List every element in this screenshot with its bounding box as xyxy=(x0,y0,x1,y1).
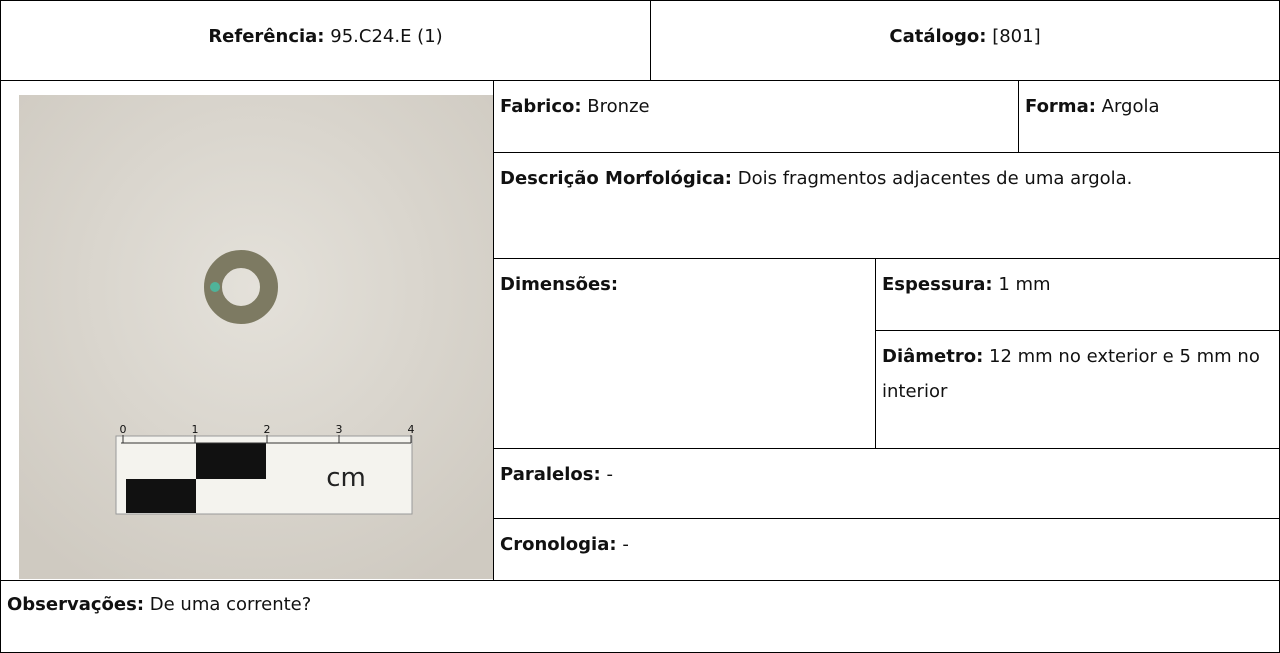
value: - xyxy=(622,534,629,555)
observations-cell: Observações: De uma corrente? xyxy=(0,580,1280,653)
description-cell: Descrição Morfológica: Dois fragmentos a… xyxy=(493,152,1280,259)
value: Dois fragmentos adjacentes de uma argola… xyxy=(737,168,1133,189)
value: [801] xyxy=(992,26,1041,47)
value: 95.C24.E (1) xyxy=(330,26,443,47)
value: De uma corrente? xyxy=(149,594,312,615)
ruler-label: 3 xyxy=(336,423,343,436)
label: Descrição Morfológica: xyxy=(500,168,732,189)
value: - xyxy=(606,464,613,485)
dimensions-cell: Dimensões: xyxy=(493,258,876,449)
ruler-label: 0 xyxy=(120,423,127,436)
label: Diâmetro: xyxy=(882,346,984,367)
label: Dimensões: xyxy=(500,274,619,295)
thickness-cell: Espessura: 1 mm xyxy=(875,258,1280,331)
ruler-block xyxy=(196,443,266,479)
ruler-unit: cm xyxy=(326,463,366,493)
ruler-label: 4 xyxy=(408,423,415,436)
patina xyxy=(210,282,220,292)
value: Bronze xyxy=(587,96,650,117)
form-cell: Forma: Argola xyxy=(1018,80,1280,153)
label: Espessura: xyxy=(882,274,993,295)
chronology-cell: Cronologia: - xyxy=(493,518,1280,581)
label: Cronologia: xyxy=(500,534,617,555)
ruler-block xyxy=(126,479,196,513)
parallels-cell: Paralelos: - xyxy=(493,448,1280,519)
photo: 0 1 2 3 4 cm xyxy=(19,95,493,579)
value: 12 mm no exterior e 5 mm no interior xyxy=(882,346,1260,402)
value: Argola xyxy=(1101,96,1160,117)
label: Referência: xyxy=(208,26,325,47)
value: 1 mm xyxy=(998,274,1051,295)
reference-cell: Referência: 95.C24.E (1) xyxy=(0,0,651,81)
label: Paralelos: xyxy=(500,464,601,485)
photo-cell: 0 1 2 3 4 cm xyxy=(0,80,494,581)
ruler-label: 2 xyxy=(264,423,271,436)
diameter-cell: Diâmetro: 12 mm no exterior e 5 mm no in… xyxy=(875,330,1280,449)
label: Observações: xyxy=(7,594,145,615)
catalog-cell: Catálogo: [801] xyxy=(650,0,1280,81)
label: Fabrico: xyxy=(500,96,582,117)
ruler-label: 1 xyxy=(192,423,199,436)
label: Forma: xyxy=(1025,96,1096,117)
fabric-cell: Fabrico: Bronze xyxy=(493,80,1019,153)
label: Catálogo: xyxy=(889,26,987,47)
